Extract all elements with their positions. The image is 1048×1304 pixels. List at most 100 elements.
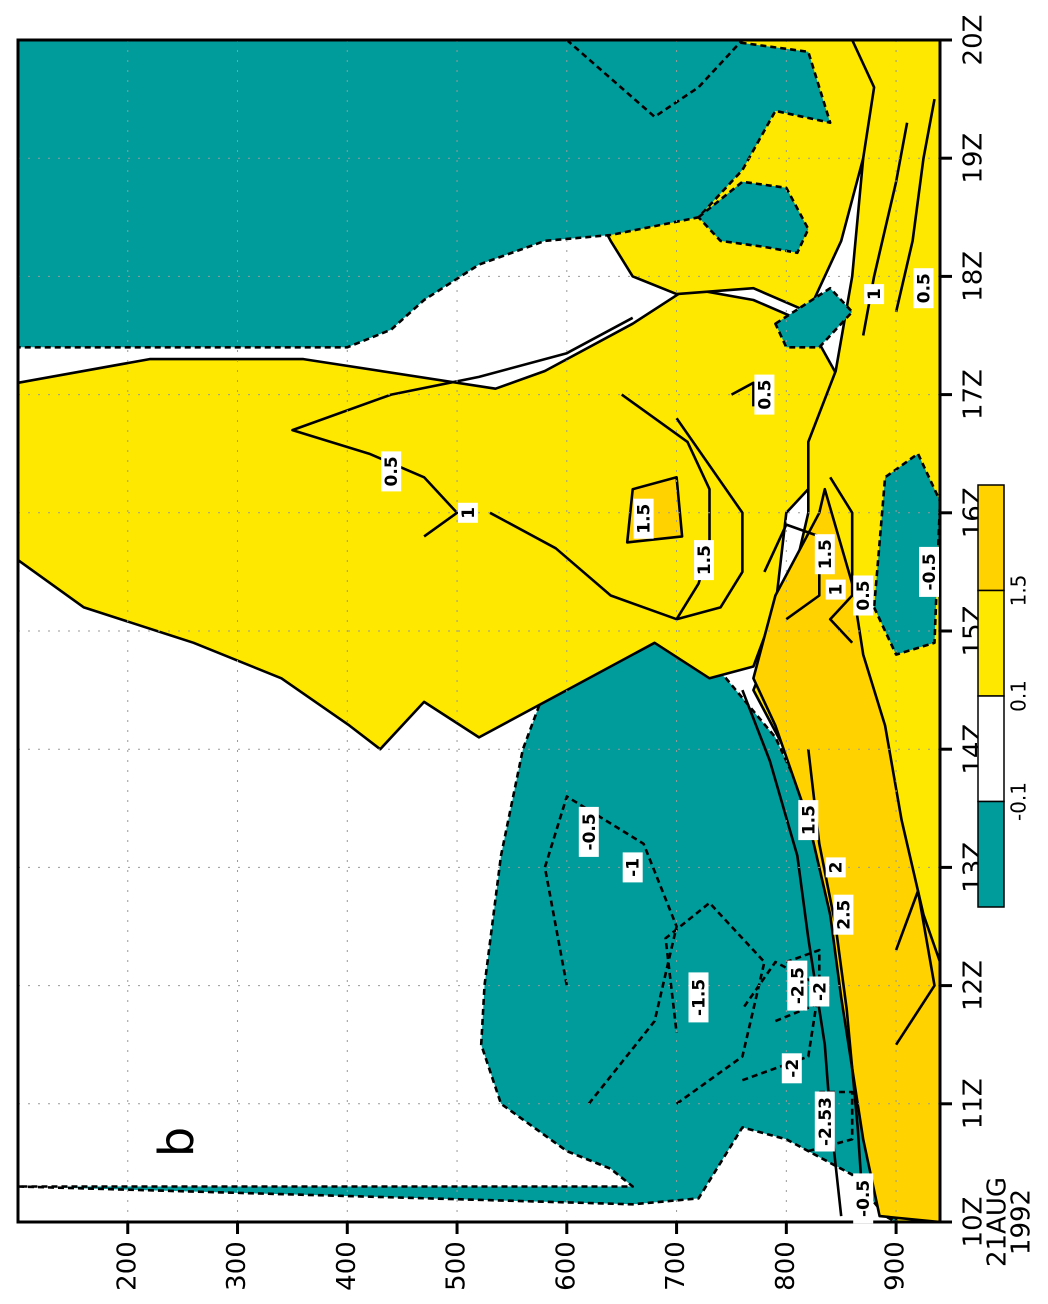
contour-label-text: 1.5 <box>816 539 836 569</box>
contour-label-bg <box>633 498 654 539</box>
contour-label-text: 1.5 <box>635 504 655 534</box>
contour-labels: -0.5-1-1.5-2-2.5 -2-2.53-0.50.51 1.51.5 1.5… <box>381 268 940 1224</box>
contour-pos-1-5-knot <box>730 381 755 407</box>
x-tick-label-20Z: 20Z <box>959 15 989 66</box>
contour-label-text: -0.5 <box>580 813 600 850</box>
legend: -0.1 0.1 1.5 <box>977 484 1031 908</box>
panel-label-group: b <box>149 1127 205 1157</box>
contour-label-20: 2 <box>825 857 847 878</box>
contour-label-bg <box>787 960 808 1011</box>
contour-label-text: 0.5 <box>382 456 402 486</box>
x-tick-label-18Z: 18Z <box>959 251 989 302</box>
contour-label-5: -2 <box>809 976 830 1007</box>
x-date-label: 21AUG <box>983 1177 1013 1267</box>
contour-label-17: 0.5 <box>913 268 935 309</box>
contour-label-text: -0.5 <box>854 1180 874 1217</box>
contour-label-15: 0.5 <box>754 374 775 415</box>
contour-pos-0-5-inner <box>291 316 634 538</box>
contour-label-text: -1.5 <box>690 979 710 1016</box>
contour-label-text: -1 <box>624 858 644 877</box>
x-tick-label-10Z: 10Z <box>959 1197 989 1248</box>
contour-label-0: -0.5 <box>578 806 600 857</box>
y-tick-label-200: 200 <box>112 1241 142 1291</box>
contour-label-14: 0.5 <box>853 575 874 616</box>
contour-neg-1-5 <box>664 901 766 1105</box>
contour-label-text: -2 <box>810 982 830 1001</box>
contour-label-bg <box>825 857 846 878</box>
contour-label-bg <box>754 374 775 415</box>
legend-tick-1.5: 1.5 <box>1007 575 1031 607</box>
contour-label-text: 0.5 <box>915 273 935 303</box>
legend-swatch-3 <box>977 800 1005 908</box>
contour-label-bg <box>622 852 643 883</box>
contour-label-text: -2 <box>783 1059 803 1078</box>
contour-label-text: 1 <box>865 288 885 300</box>
contour-label-text: 0.5 <box>854 580 874 610</box>
panel-label: b <box>149 1127 205 1157</box>
legend-swatch-1 <box>977 589 1005 697</box>
contour-pos-0-5-right <box>894 98 936 313</box>
contour-label-11: 1.5 <box>694 540 715 581</box>
region-negMid2 <box>774 286 854 349</box>
contour-pos-0-5-low <box>828 476 854 644</box>
contour-label-1: -1 <box>622 852 644 883</box>
contour-label-21: 2.5 <box>833 894 854 935</box>
contour-label-18: -0.5 <box>919 546 940 597</box>
contour-neg-1 <box>543 795 678 1105</box>
contour-label-bg <box>814 534 835 575</box>
contour-label-13: 1 <box>825 579 847 600</box>
contour-label-text: 2 <box>827 861 847 873</box>
y-tick-label-800: 800 <box>771 1241 801 1291</box>
contour-label-bg <box>688 972 709 1023</box>
x-year-label: 1992 <box>1007 1189 1037 1255</box>
contour-label-bg <box>919 546 939 597</box>
contour-label-16: 1 <box>864 284 885 305</box>
contour-label-9: 1 <box>458 502 479 523</box>
x-tick-label-12Z: 12Z <box>959 960 989 1011</box>
y-tick-label-900: 900 <box>881 1241 911 1291</box>
y-tick-label-300: 300 <box>222 1241 252 1291</box>
contour-label-bg <box>381 451 402 492</box>
legend-swatch-0 <box>977 484 1005 592</box>
contour-label-19: 1.5 <box>798 800 819 841</box>
contour-label-text: -2.53 <box>816 1097 836 1146</box>
contour-label-text: -2.5 <box>788 967 808 1004</box>
contour-label-bg <box>458 502 478 523</box>
y-tick-label-400: 400 <box>332 1241 362 1291</box>
contour-label-bg <box>798 800 819 841</box>
contour-label-8: 0.5 <box>381 451 402 492</box>
contour-label-bg <box>809 976 830 1007</box>
contour-label-bg <box>825 579 846 600</box>
y-tick-label-600: 600 <box>551 1241 581 1291</box>
contour-label-text: 2.5 <box>834 900 854 930</box>
contour-label-text: -0.5 <box>920 553 940 590</box>
region-negMid <box>697 180 810 255</box>
contour-label-bg <box>853 575 874 616</box>
contour-label-bg <box>833 894 854 935</box>
contour-label-10: 1.5 <box>633 498 655 539</box>
contour-label-3: -2 <box>781 1053 803 1084</box>
y-tick-label-500: 500 <box>442 1241 472 1291</box>
region-negLeft <box>16 629 942 1224</box>
contour-label-4: -2.5 <box>787 960 808 1011</box>
contour-label-bg <box>578 806 599 857</box>
x-tick-label-11Z: 11Z <box>959 1078 989 1129</box>
contour-label-text: 1.5 <box>799 805 819 835</box>
contour-label-7: -0.5 <box>853 1173 874 1224</box>
contour-pos-1-right <box>861 122 909 336</box>
contour-label-12: 1.5 <box>814 534 836 575</box>
contour-label-6: -2.53 <box>814 1091 836 1152</box>
contour-label-bg <box>864 284 885 305</box>
contour-pos-1 <box>489 417 744 621</box>
contour-label-2: -1.5 <box>688 972 710 1023</box>
y-axis-ticks: 200 300 400 500 600 700 800 900 <box>112 1222 911 1291</box>
legend-tick--0.1: -0.1 <box>1007 782 1031 821</box>
contour-label-bg <box>781 1053 802 1084</box>
contour-pos-3 <box>894 889 936 1046</box>
contour-label-bg <box>814 1091 835 1152</box>
contour-label-text: 0.5 <box>755 380 775 410</box>
contour-label-bg <box>694 540 714 581</box>
legend-tick-0.1: 0.1 <box>1007 680 1031 712</box>
contour-label-bg <box>913 268 934 309</box>
